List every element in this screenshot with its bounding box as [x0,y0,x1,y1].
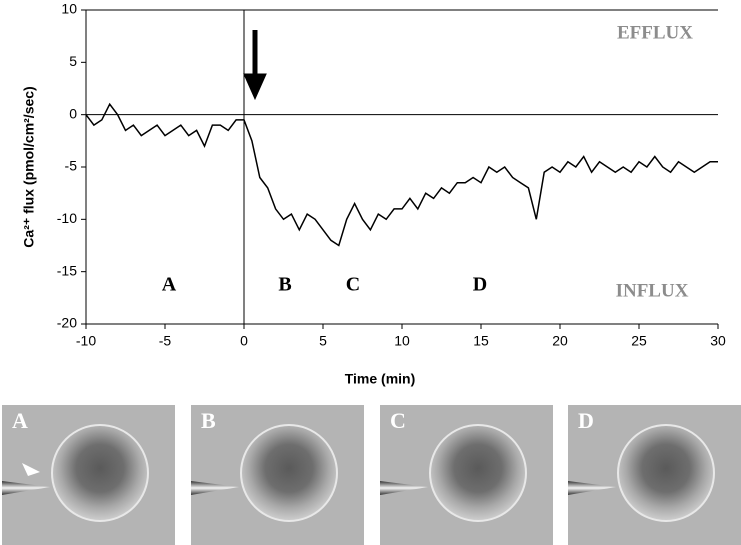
annotation: A [162,274,177,296]
annotation: C [346,274,360,296]
cell [240,424,338,522]
cell [617,424,715,522]
y-tick-label: 5 [69,53,77,69]
panel-label: A [12,408,28,433]
micrograph: B [191,405,364,545]
x-tick-label: -10 [76,333,96,349]
pipette [380,481,428,495]
micrograph: C [380,405,553,545]
x-tick-label: 0 [240,333,248,349]
y-tick-label: 0 [69,105,77,121]
y-axis-label: Ca²⁺ flux (pmol/cm²/sec) [21,86,37,247]
y-tick-label: -5 [65,158,78,174]
micrograph: A [2,405,175,545]
annotation: B [278,274,291,296]
pipette [568,481,616,495]
cell [429,424,527,522]
x-tick-label: 10 [394,333,410,349]
x-tick-label: -5 [159,333,172,349]
arrow [243,30,267,101]
pipette [2,481,50,495]
y-tick-label: -15 [57,262,77,278]
pipette [191,481,239,495]
cell [51,424,149,522]
panel-label: B [201,408,216,433]
x-axis-label: Time (min) [345,371,416,387]
panel-label: C [390,408,406,433]
annotation: INFLUX [616,280,689,301]
arrowhead [22,463,40,476]
x-tick-label: 20 [552,333,568,349]
annotation: D [473,274,487,296]
annotation: EFFLUX [617,22,693,43]
y-tick-label: -20 [57,315,77,331]
panel-label: D [578,408,594,433]
x-tick-label: 5 [319,333,327,349]
y-tick-label: -10 [57,210,77,226]
micrograph: D [568,405,741,545]
x-tick-label: 15 [473,333,489,349]
y-tick-label: 10 [61,1,77,17]
x-tick-label: 25 [631,333,647,349]
flux-trace [85,102,718,247]
x-tick-label: 30 [710,333,726,349]
